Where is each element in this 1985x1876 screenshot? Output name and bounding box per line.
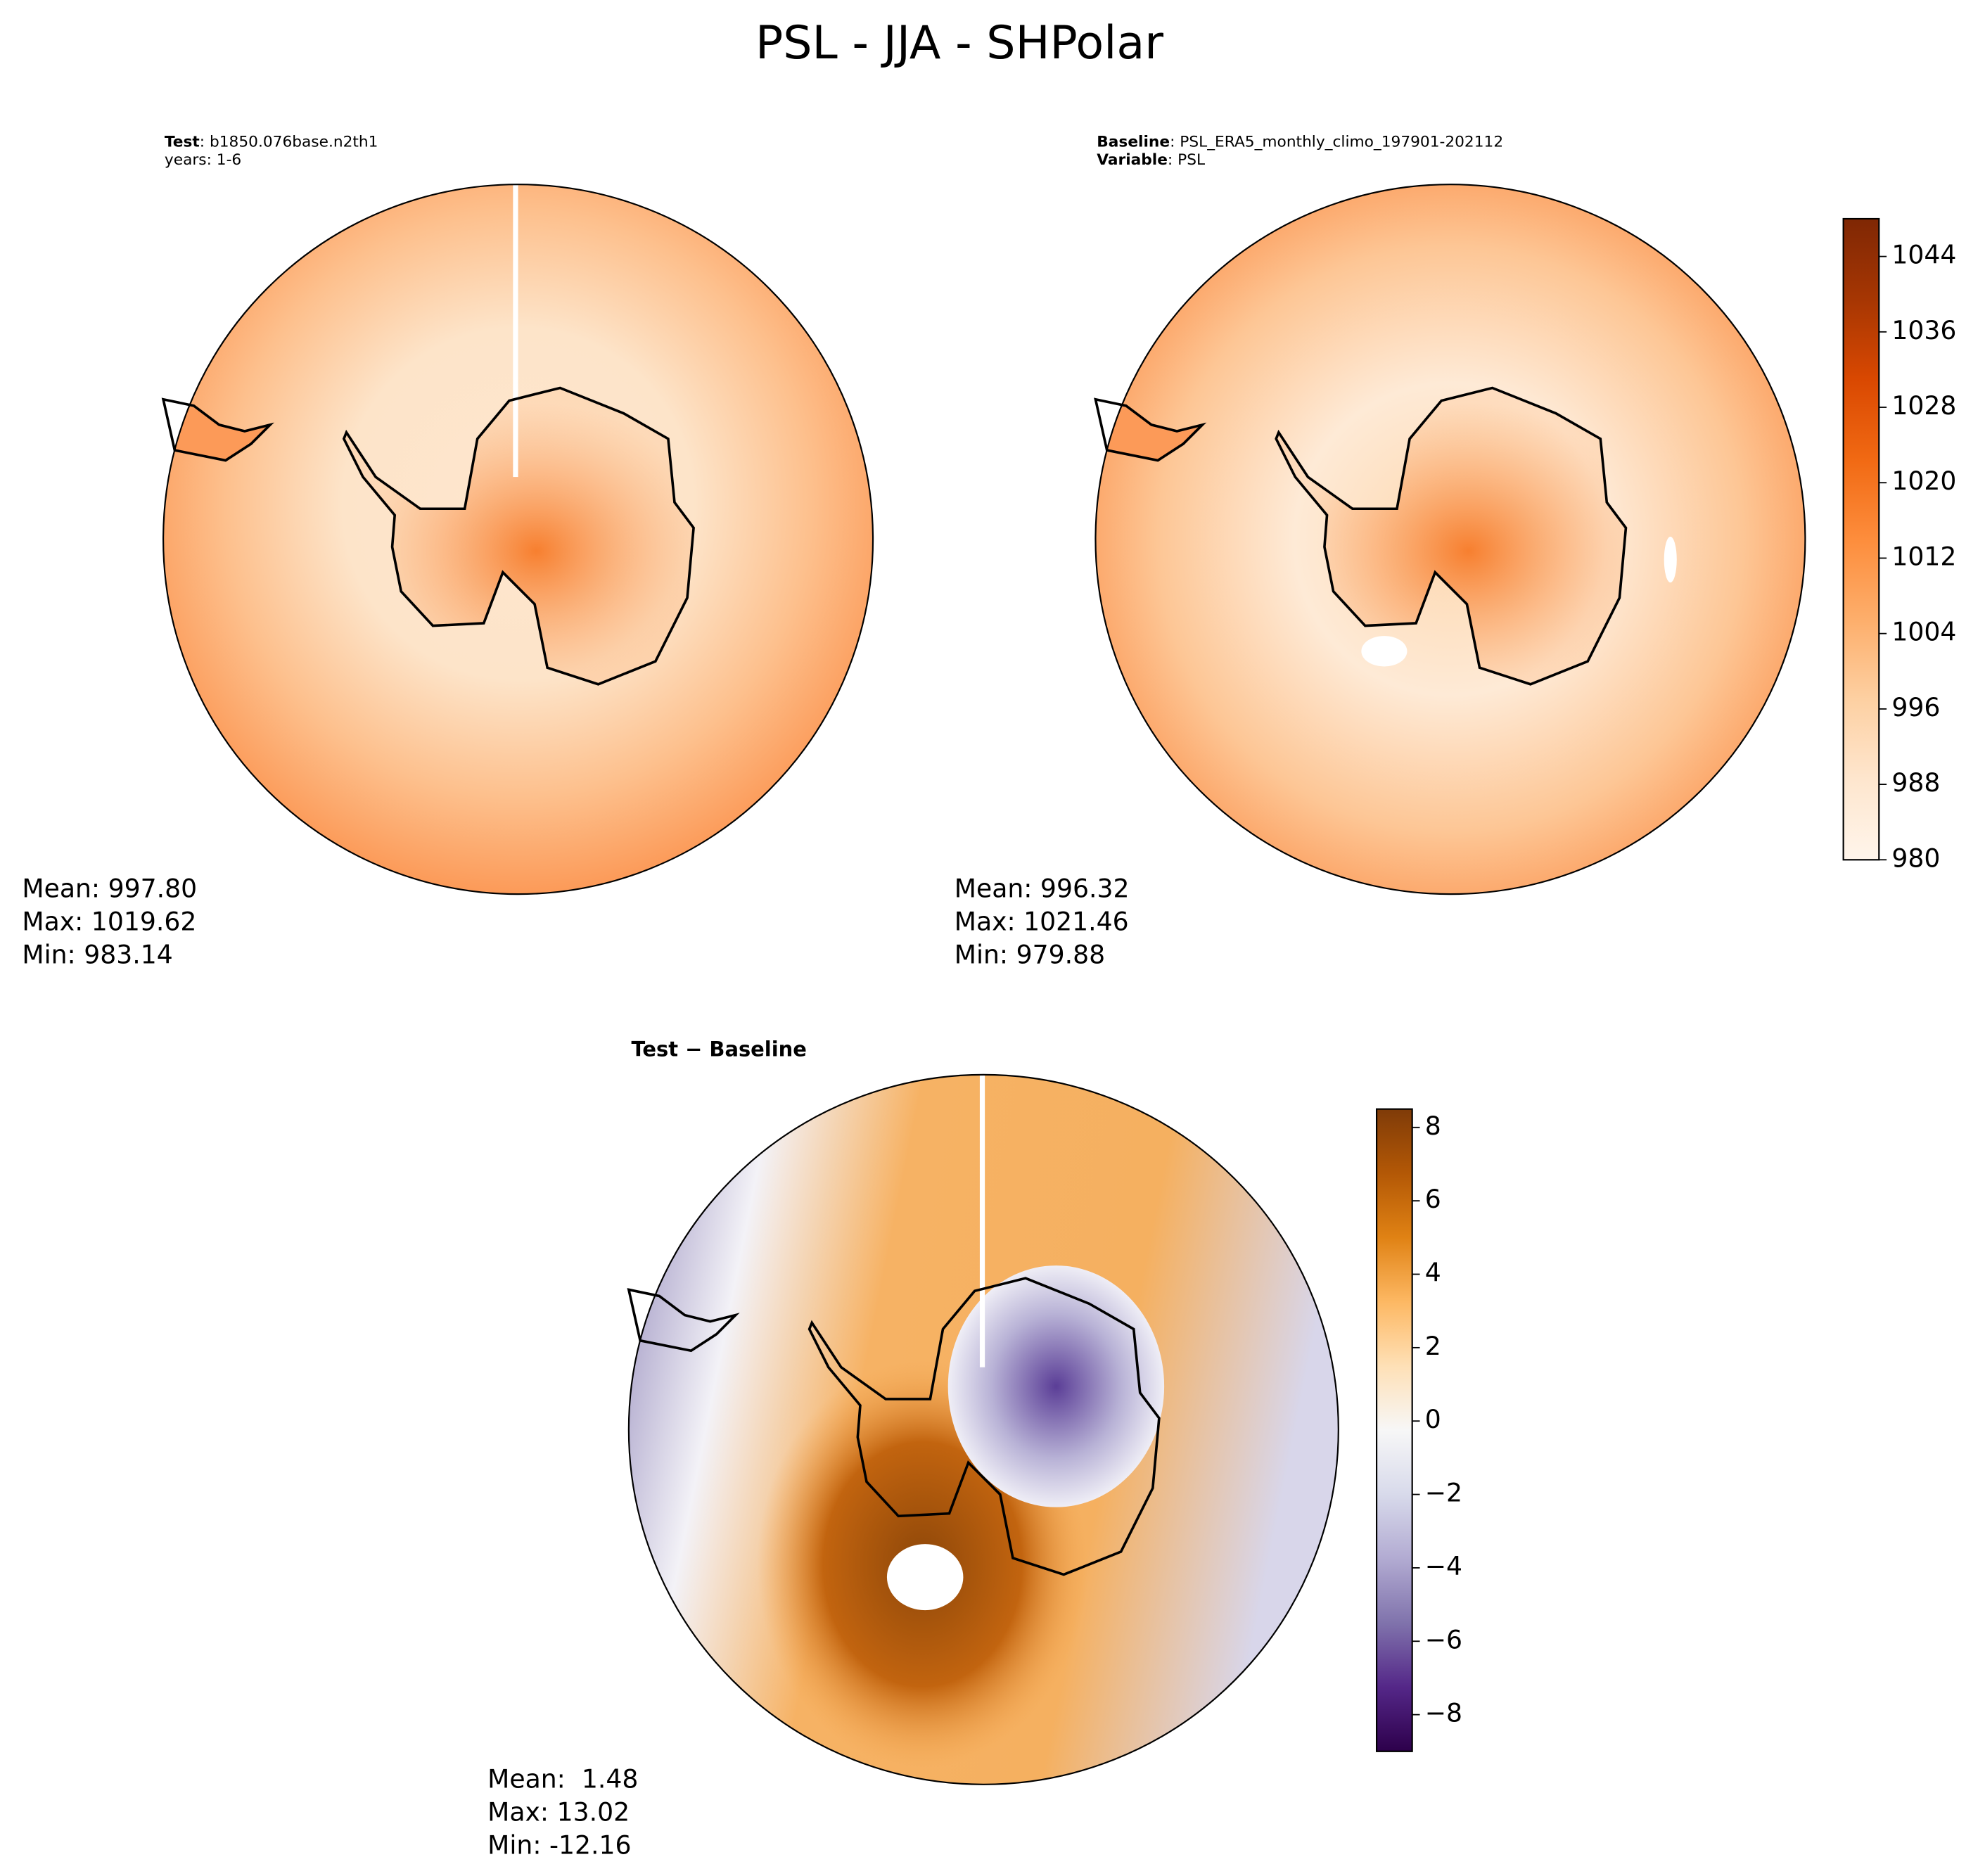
stat-line: Mean: 1.48 bbox=[487, 1763, 638, 1794]
colorbar-tick-label: 988 bbox=[1891, 767, 1940, 798]
stat-line: Min: 979.88 bbox=[955, 940, 1105, 970]
panel-header: Baseline: PSL_ERA5_monthly_climo_197901-… bbox=[1097, 134, 1503, 151]
map-baseline bbox=[1094, 184, 1806, 895]
stat-line: Max: 13.02 bbox=[487, 1797, 630, 1827]
figure-title: PSL - JJA - SHPolar bbox=[755, 17, 1163, 70]
colorbar-tick-label: 2 bbox=[1425, 1331, 1441, 1361]
colorbar bbox=[1842, 217, 1880, 861]
panel-header: Variable: PSL bbox=[1097, 151, 1205, 169]
header-text: years: 1-6 bbox=[165, 151, 241, 169]
header-key: Variable bbox=[1097, 151, 1168, 169]
header-text: : b1850.076base.n2th1 bbox=[200, 134, 378, 151]
colorbar-tick-label: 8 bbox=[1425, 1111, 1441, 1141]
colorbar bbox=[1375, 1108, 1413, 1752]
colorbar-tick-label: 996 bbox=[1891, 692, 1940, 722]
colorbar-tick-label: 4 bbox=[1425, 1257, 1441, 1287]
stat-line: Mean: 996.32 bbox=[955, 874, 1130, 904]
colorbar-tick-label: 1044 bbox=[1891, 240, 1956, 270]
header-key: Test − Baseline bbox=[631, 1038, 806, 1061]
colorbar-tick-label: −4 bbox=[1425, 1551, 1462, 1581]
stat-line: Max: 1019.62 bbox=[22, 907, 196, 937]
header-text: : PSL_ERA5_monthly_climo_197901-202112 bbox=[1170, 134, 1503, 151]
header-text: : PSL bbox=[1168, 151, 1205, 169]
colorbar-tick-label: 1020 bbox=[1891, 466, 1956, 496]
colorbar-tick-label: −2 bbox=[1425, 1478, 1462, 1508]
stat-line: Min: 983.14 bbox=[22, 940, 172, 970]
colorbar-tick-label: 1012 bbox=[1891, 541, 1956, 571]
colorbar-tick-label: −8 bbox=[1425, 1698, 1462, 1728]
map-test bbox=[162, 184, 874, 895]
header-key: Test bbox=[165, 134, 200, 151]
stat-line: Min: -12.16 bbox=[487, 1830, 631, 1860]
colorbar-tick-label: 1028 bbox=[1891, 390, 1956, 421]
colorbar-tick-label: 6 bbox=[1425, 1184, 1441, 1214]
panel-header: years: 1-6 bbox=[165, 151, 241, 169]
colorbar-tick-label: 0 bbox=[1425, 1404, 1441, 1434]
panel-header: Test − Baseline bbox=[631, 1038, 806, 1061]
stat-line: Max: 1021.46 bbox=[955, 907, 1129, 937]
colorbar-tick-label: 1036 bbox=[1891, 315, 1956, 345]
panel-header: Test: b1850.076base.n2th1 bbox=[165, 134, 378, 151]
colorbar-tick-label: −6 bbox=[1425, 1624, 1462, 1654]
header-key: Baseline bbox=[1097, 134, 1170, 151]
colorbar-tick-label: 980 bbox=[1891, 843, 1940, 873]
map-difference bbox=[627, 1073, 1339, 1785]
stat-line: Mean: 997.80 bbox=[22, 874, 197, 904]
colorbar-tick-label: 1004 bbox=[1891, 617, 1956, 647]
